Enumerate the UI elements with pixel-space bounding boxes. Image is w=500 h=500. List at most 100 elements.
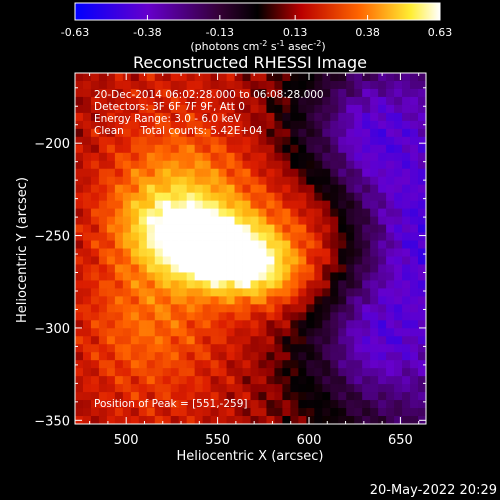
heatmap-pixel bbox=[290, 128, 299, 138]
heatmap-pixel bbox=[338, 352, 347, 361]
heatmap-pixel bbox=[186, 296, 196, 305]
heatmap-pixel bbox=[170, 224, 180, 233]
heatmap-pixel bbox=[82, 152, 92, 162]
heatmap-pixel bbox=[242, 328, 251, 337]
heatmap-pixel bbox=[370, 216, 379, 225]
heatmap-pixel bbox=[130, 248, 140, 257]
heatmap-pixel bbox=[138, 120, 148, 130]
heatmap-pixel bbox=[290, 416, 299, 425]
heatmap-pixel bbox=[178, 184, 188, 194]
heatmap-pixel bbox=[130, 376, 140, 385]
heatmap-pixel bbox=[90, 80, 100, 90]
heatmap-pixel bbox=[410, 296, 419, 305]
heatmap-pixel bbox=[98, 272, 108, 281]
heatmap-pixel bbox=[234, 232, 243, 241]
heatmap-pixel bbox=[154, 104, 164, 114]
heatmap-pixel bbox=[370, 232, 379, 241]
heatmap-pixel bbox=[274, 400, 283, 409]
heatmap-pixel bbox=[266, 264, 275, 273]
heatmap-pixel bbox=[314, 336, 323, 345]
heatmap-pixel bbox=[242, 400, 251, 409]
heatmap-pixel bbox=[90, 160, 100, 170]
heatmap-pixel bbox=[410, 208, 419, 217]
heatmap-pixel bbox=[146, 112, 156, 122]
heatmap-pixel bbox=[250, 248, 259, 257]
heatmap-pixel bbox=[186, 128, 196, 138]
heatmap-pixel bbox=[386, 344, 395, 353]
heatmap-pixel bbox=[266, 128, 275, 138]
heatmap-pixel bbox=[162, 280, 172, 289]
heatmap-pixel bbox=[194, 192, 204, 202]
heatmap-pixel bbox=[282, 352, 291, 361]
heatmap-pixel bbox=[130, 392, 140, 401]
heatmap-pixel bbox=[418, 360, 427, 369]
heatmap-pixel bbox=[298, 73, 307, 82]
heatmap-pixel bbox=[210, 272, 219, 281]
heatmap-pixel bbox=[122, 200, 132, 210]
heatmap-pixel bbox=[194, 264, 204, 273]
heatmap-pixel bbox=[178, 256, 188, 265]
heatmap-pixel bbox=[330, 256, 339, 265]
heatmap-pixel bbox=[378, 288, 387, 297]
heatmap-pixel bbox=[98, 96, 108, 106]
heatmap-pixel bbox=[402, 208, 411, 217]
heatmap-pixel bbox=[410, 416, 419, 425]
heatmap-pixel bbox=[298, 408, 307, 417]
heatmap-pixel bbox=[306, 168, 315, 178]
heatmap-pixel bbox=[242, 232, 251, 241]
heatmap-pixel bbox=[218, 96, 227, 106]
heatmap-pixel bbox=[346, 208, 355, 217]
heatmap-pixel bbox=[346, 176, 355, 186]
heatmap-pixel bbox=[242, 320, 251, 329]
heatmap-pixel bbox=[378, 104, 387, 114]
heatmap-pixel bbox=[226, 216, 235, 225]
heatmap-pixel bbox=[242, 272, 251, 281]
heatmap-pixel bbox=[322, 400, 331, 409]
heatmap-pixel bbox=[90, 128, 100, 138]
heatmap-pixel bbox=[290, 152, 299, 162]
heatmap-pixel bbox=[394, 328, 403, 337]
heatmap-pixel bbox=[410, 256, 419, 265]
heatmap-pixel bbox=[274, 408, 283, 417]
heatmap-pixel bbox=[114, 272, 124, 281]
heatmap-pixel bbox=[306, 344, 315, 353]
heatmap-pixel bbox=[138, 336, 148, 345]
heatmap-pixel bbox=[138, 232, 148, 241]
heatmap-pixel bbox=[170, 280, 180, 289]
heatmap-pixel bbox=[386, 320, 395, 329]
heatmap-pixel bbox=[410, 104, 419, 114]
heatmap-pixel bbox=[130, 120, 140, 130]
heatmap-pixel bbox=[106, 400, 116, 409]
heatmap-pixel bbox=[274, 112, 283, 122]
heatmap-pixel bbox=[370, 128, 379, 138]
heatmap-pixel bbox=[298, 288, 307, 297]
heatmap-pixel bbox=[274, 176, 283, 186]
heatmap-pixel bbox=[170, 360, 180, 369]
y-tick-label: −250 bbox=[34, 230, 70, 245]
heatmap-pixel bbox=[258, 80, 267, 90]
heatmap-pixel bbox=[202, 216, 212, 225]
heatmap-pixel bbox=[298, 352, 307, 361]
heatmap-pixel bbox=[82, 280, 92, 289]
heatmap-pixel bbox=[266, 80, 275, 90]
heatmap-pixel bbox=[106, 144, 116, 154]
heatmap-pixel bbox=[306, 384, 315, 393]
heatmap-pixel bbox=[258, 376, 267, 385]
heatmap-pixel bbox=[226, 360, 235, 369]
heatmap-pixel bbox=[122, 336, 132, 345]
heatmap-pixel bbox=[122, 168, 132, 178]
heatmap-pixel bbox=[378, 176, 387, 186]
heatmap-pixel bbox=[314, 344, 323, 353]
heatmap-pixel bbox=[266, 144, 275, 154]
heatmap-pixel bbox=[402, 416, 411, 425]
heatmap-pixel bbox=[282, 120, 291, 130]
heatmap-pixel bbox=[370, 400, 379, 409]
heatmap-pixel bbox=[274, 304, 283, 313]
heatmap-pixel bbox=[218, 320, 227, 329]
heatmap-pixel bbox=[338, 248, 347, 257]
heatmap-pixel bbox=[338, 224, 347, 233]
heatmap-pixel bbox=[410, 336, 419, 345]
heatmap-pixel bbox=[162, 360, 172, 369]
heatmap-pixel bbox=[290, 168, 299, 178]
heatmap-pixel bbox=[75, 296, 84, 305]
